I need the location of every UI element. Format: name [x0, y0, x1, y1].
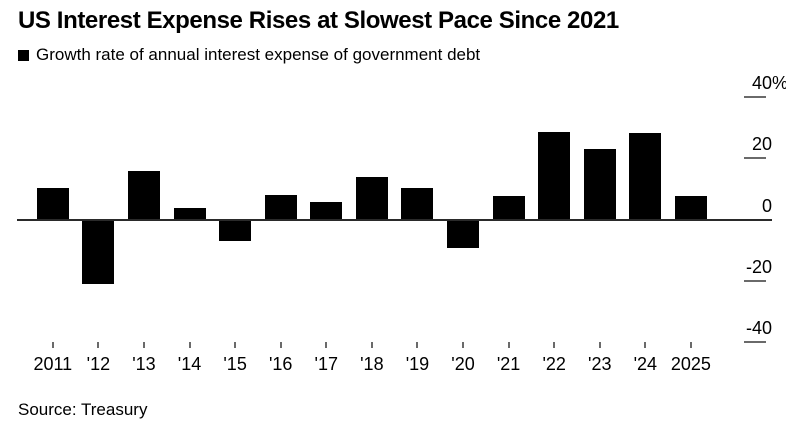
source-note: Source: Treasury	[18, 400, 148, 419]
x-tick	[598, 342, 601, 348]
bar-23	[583, 149, 616, 220]
x-tick	[507, 342, 510, 348]
bar-17	[310, 201, 343, 220]
bar-21	[492, 195, 525, 220]
x-tick-label: '19	[405, 354, 430, 374]
y-tick-label: -40	[620, 317, 772, 339]
bar-16	[264, 194, 297, 220]
x-tick-label: '14	[177, 354, 202, 374]
x-tick-label: '18	[360, 354, 384, 374]
y-tick-dash	[744, 341, 766, 344]
x-tick-label: '12	[86, 354, 111, 374]
x-tick-label: '20	[451, 354, 475, 374]
y-tick-dash	[744, 279, 766, 282]
y-tick-label: 20	[620, 133, 772, 155]
y-tick-dash	[744, 95, 766, 98]
x-tick-label: '23	[588, 354, 612, 374]
x-tick	[279, 342, 282, 348]
x-tick	[51, 342, 54, 348]
x-tick-label: '17	[314, 354, 338, 374]
x-tick	[370, 342, 373, 348]
x-tick	[689, 342, 692, 348]
x-tick-label: '22	[542, 354, 566, 374]
y-tick-value: -20	[745, 256, 772, 277]
y-tick-label: 40%	[620, 72, 786, 94]
x-tick-label: '15	[223, 354, 247, 374]
y-tick-dash	[744, 157, 766, 160]
x-tick-label: '16	[268, 354, 293, 374]
y-tick-value: -40	[745, 318, 772, 339]
y-axis-unit: %	[772, 72, 786, 94]
bar-22	[538, 132, 571, 220]
x-tick	[462, 342, 465, 348]
x-tick	[416, 342, 419, 348]
bar-13	[127, 170, 160, 220]
bar-18	[355, 176, 388, 220]
y-tick-label: -20	[620, 256, 772, 278]
bar-2025	[674, 195, 707, 220]
x-tick-label: '24	[633, 354, 658, 374]
y-tick-value: 0	[761, 195, 772, 216]
x-tick	[325, 342, 328, 348]
legend: Growth rate of annual interest expense o…	[18, 45, 480, 65]
y-tick-value: 20	[751, 134, 772, 155]
x-tick-label: '21	[496, 354, 521, 374]
bar-2011	[36, 188, 69, 220]
y-tick-label: 0	[620, 195, 772, 217]
x-tick-label: '13	[132, 354, 156, 374]
bar-12	[82, 219, 115, 285]
x-tick	[142, 342, 145, 348]
zero-axis-line	[17, 218, 772, 221]
x-tick	[188, 342, 191, 348]
y-tick-value: 40	[751, 72, 772, 93]
x-tick-label: 2011	[33, 354, 73, 374]
bar-20	[447, 219, 480, 248]
legend-swatch-icon	[18, 49, 29, 61]
bar-19	[401, 188, 434, 220]
chart-title: US Interest Expense Rises at Slowest Pac…	[18, 7, 619, 34]
x-tick	[644, 342, 647, 348]
bar-24	[629, 133, 662, 220]
x-tick	[234, 342, 237, 348]
bar-14	[173, 207, 206, 220]
x-tick	[97, 342, 100, 348]
x-tick-label: 2025	[670, 354, 711, 374]
legend-label: Growth rate of annual interest expense o…	[36, 45, 481, 64]
bar-15	[219, 219, 252, 241]
x-tick	[553, 342, 556, 348]
